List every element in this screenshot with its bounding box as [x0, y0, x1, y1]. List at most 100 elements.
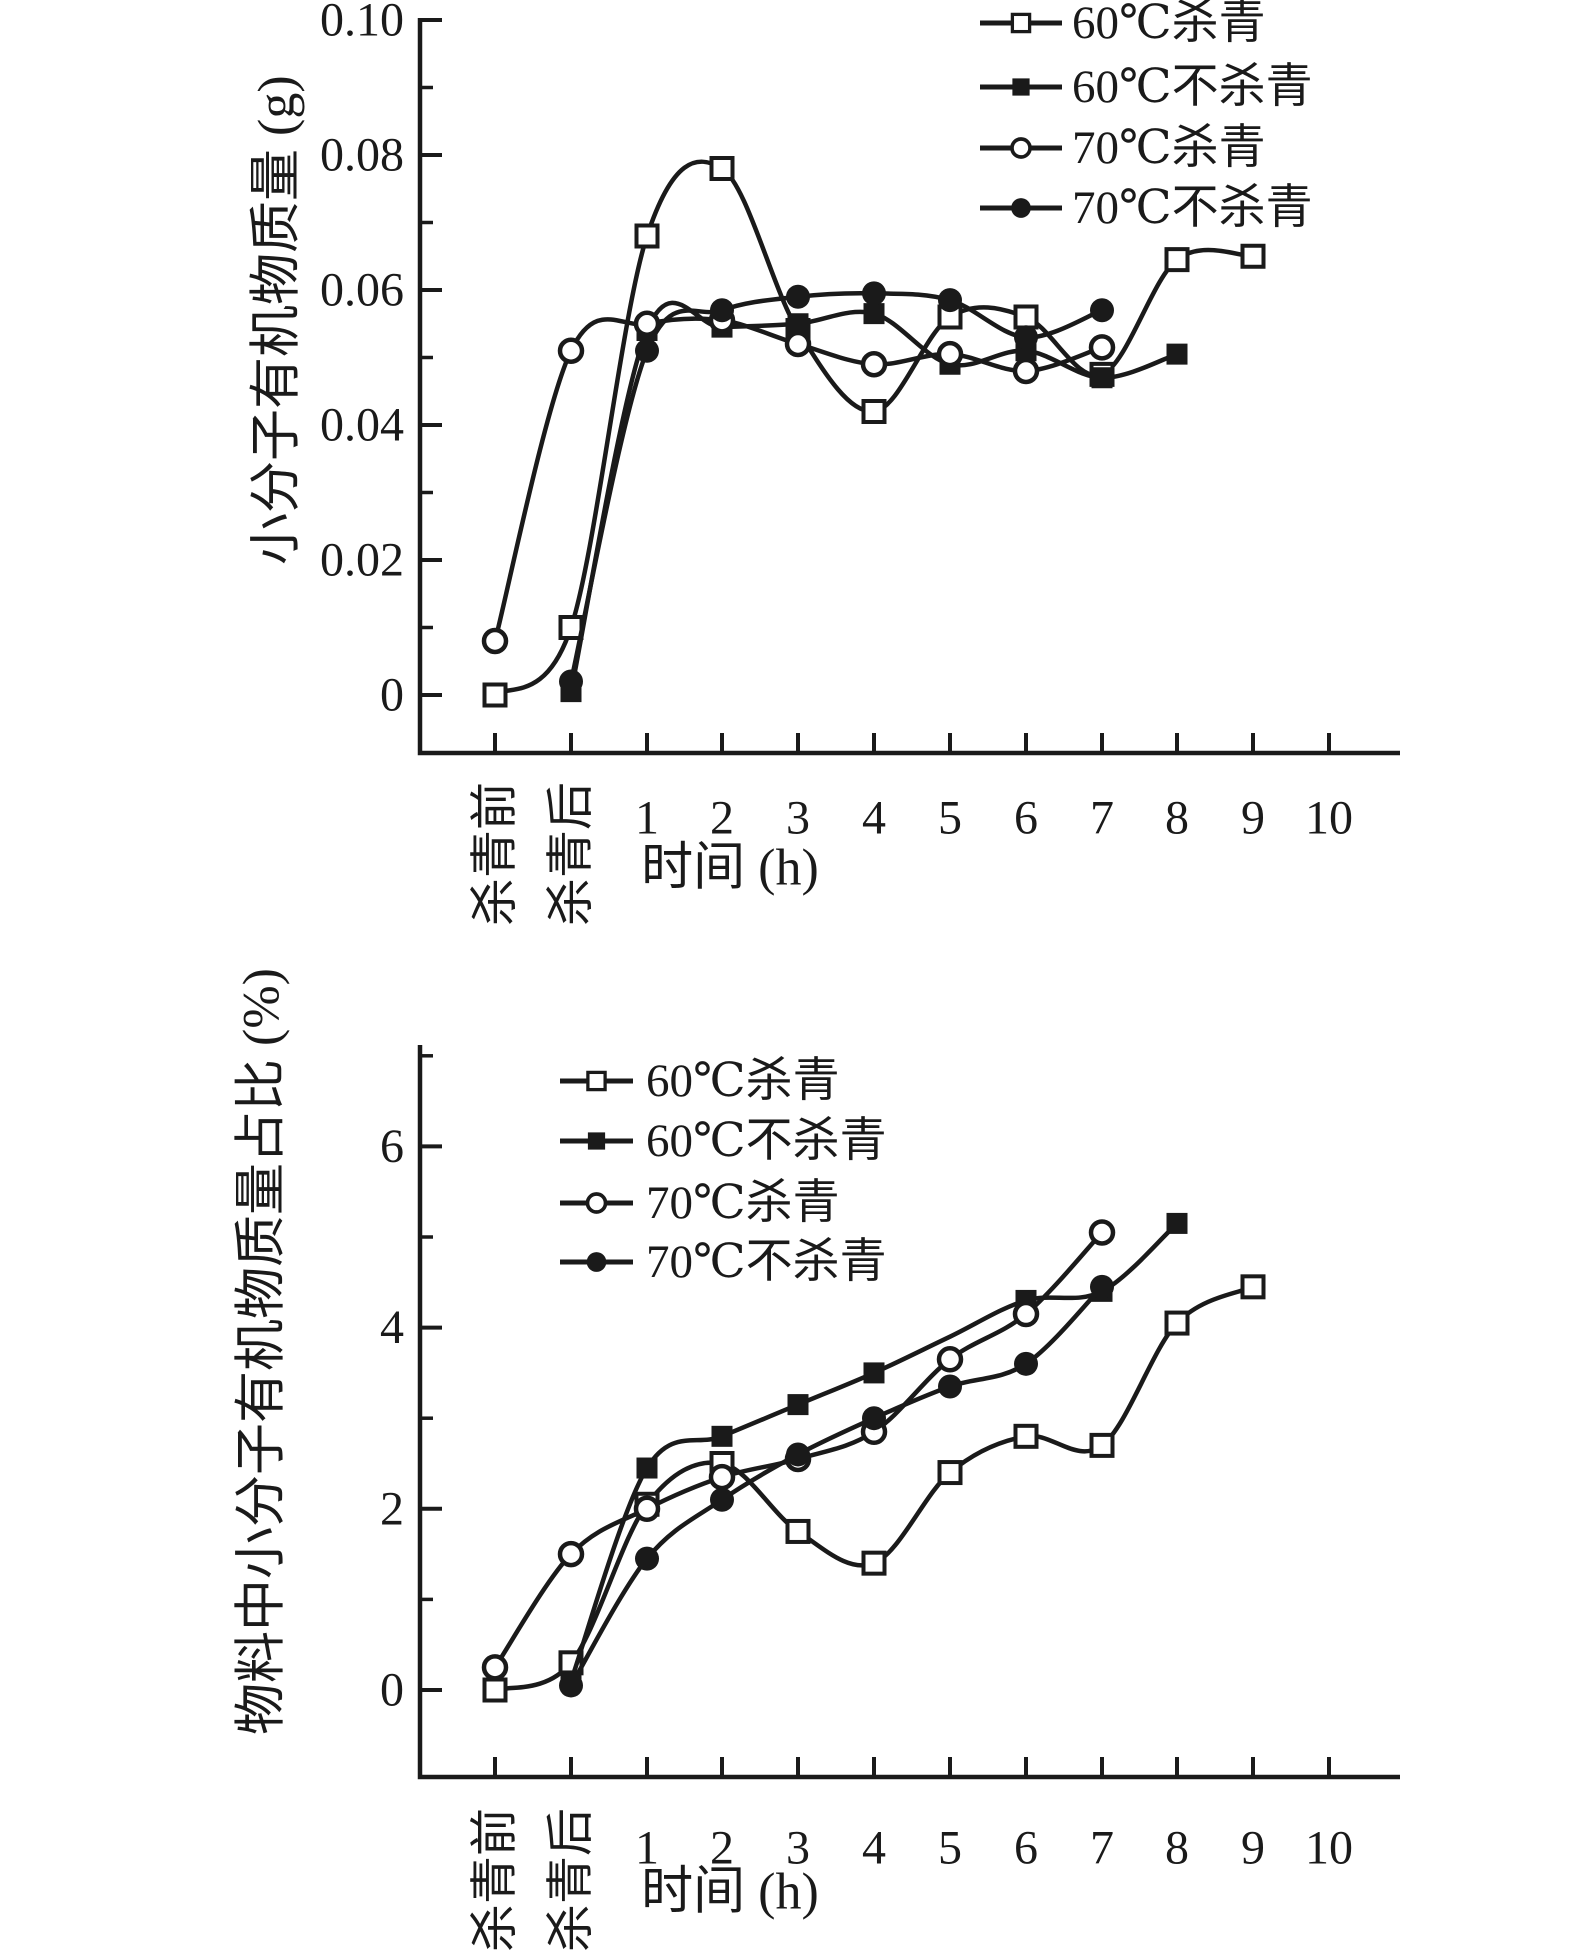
open-circle-marker	[936, 1346, 964, 1373]
legend-label: 70℃杀青	[1072, 122, 1266, 174]
open-square-marker	[1240, 1274, 1266, 1300]
filled-circle-marker	[862, 1406, 886, 1431]
filled-circle-marker	[1090, 298, 1114, 323]
open-circle-marker	[708, 1463, 736, 1491]
x-tick-label: 5	[938, 792, 962, 845]
x-tick-label: 8	[1165, 792, 1189, 845]
axes	[417, 1045, 1400, 1780]
x-axis-title: 时间 (h)	[641, 1864, 819, 1921]
filled-circle-marker	[938, 1374, 962, 1399]
filled-circle-marker	[938, 288, 962, 313]
filled-circle-marker	[1014, 325, 1038, 350]
open-circle-marker	[860, 351, 888, 378]
series-line	[492, 316, 1103, 642]
x-tick-label: 9	[1241, 1822, 1265, 1875]
series-line	[493, 159, 1254, 697]
open-square-marker	[1164, 1310, 1190, 1336]
x-tick-label: 2	[710, 1822, 734, 1875]
y-tick-label: 2	[380, 1482, 404, 1535]
open-square-marker	[1164, 247, 1190, 273]
x-tick-label: 6	[1014, 792, 1038, 845]
filled-circle-marker	[1014, 1351, 1038, 1376]
legend-label: 60℃杀青	[1072, 0, 1266, 49]
x-tick-label-rotated: 杀青前	[469, 1808, 522, 1952]
x-tick-label: 4	[862, 1822, 886, 1875]
x-tick-label: 3	[786, 792, 810, 845]
y-axis-title: 小分子有机物质量 (g)	[249, 75, 306, 565]
open-square-marker	[1013, 304, 1039, 330]
x-tick-label-rotated: 杀青后	[545, 1808, 598, 1952]
open-square-marker	[861, 399, 887, 424]
filled-square-marker	[1166, 1212, 1188, 1234]
series-60℃杀青	[482, 1274, 1266, 1703]
filled-circle-marker	[586, 1252, 607, 1272]
open-circle-marker	[784, 330, 812, 358]
y-tick-label: 0.10	[320, 0, 404, 47]
legend-label: 70℃杀青	[646, 1177, 840, 1229]
open-circle-marker	[557, 1540, 585, 1568]
open-circle-marker	[557, 337, 585, 364]
filled-circle-marker	[862, 281, 886, 306]
x-tick-label-rotated: 杀青前	[469, 782, 522, 926]
x-tick-label: 4	[862, 792, 886, 845]
series-70℃不杀青	[559, 281, 1114, 694]
filled-square-marker	[1166, 343, 1188, 365]
x-tick-label: 10	[1305, 1822, 1353, 1875]
series-70℃不杀青	[559, 1274, 1114, 1698]
filled-circle-marker	[559, 1673, 583, 1698]
y-tick-label: 0.08	[320, 129, 404, 182]
x-axis-title: 时间 (h)	[641, 840, 819, 897]
legend-label: 70℃不杀青	[646, 1236, 887, 1288]
legend-label: 60℃不杀青	[1072, 61, 1313, 113]
x-tick-label: 8	[1165, 1822, 1189, 1875]
axes	[417, 18, 1400, 756]
x-tick-label: 7	[1090, 1822, 1114, 1875]
open-square-marker	[1010, 12, 1032, 34]
x-tick-label: 3	[786, 1822, 810, 1875]
open-circle-marker	[1012, 357, 1040, 385]
filled-circle-marker	[786, 1442, 810, 1467]
filled-circle-marker	[1011, 198, 1031, 218]
open-square-marker	[586, 1070, 607, 1092]
x-tick-label: 1	[635, 1822, 659, 1875]
filled-circle-marker	[786, 284, 810, 309]
y-tick-label: 0.04	[320, 399, 404, 452]
open-square-marker	[558, 615, 584, 640]
y-axis-title: 物料中小分子有机物质量占比 (%)	[234, 968, 291, 1735]
filled-circle-marker	[559, 669, 583, 694]
open-square-marker	[785, 1518, 811, 1544]
open-circle-marker	[1088, 1219, 1116, 1246]
x-tick-label: 6	[1014, 1822, 1038, 1875]
open-square-marker	[1240, 243, 1266, 269]
y-tick-label: 0	[380, 669, 404, 722]
open-square-marker	[634, 223, 660, 249]
x-tick-label: 7	[1090, 792, 1114, 845]
filled-circle-marker	[1090, 1274, 1114, 1299]
y-tick-label: 6	[380, 1120, 404, 1173]
filled-square-marker	[863, 303, 885, 325]
open-circle-marker	[633, 1495, 661, 1523]
legend-label: 70℃不杀青	[1072, 182, 1313, 234]
x-tick-label: 1	[635, 792, 659, 845]
legend: 60℃杀青 60℃不杀青 70℃杀青 70℃不杀青	[980, 0, 1313, 234]
open-circle-marker	[585, 1192, 608, 1214]
open-circle-marker	[1012, 1300, 1040, 1328]
filled-square-marker	[711, 1425, 733, 1447]
filled-circle-marker	[635, 1546, 659, 1571]
y-tick-label: 0	[380, 1664, 404, 1717]
open-circle-marker	[1088, 334, 1116, 361]
open-circle-marker	[633, 310, 661, 337]
open-square-marker	[937, 1460, 963, 1486]
filled-square-marker	[636, 1457, 658, 1479]
y-tick-label: 0.02	[320, 534, 404, 587]
open-square-marker	[482, 682, 508, 708]
legend-label: 60℃杀青	[646, 1055, 840, 1107]
y-tick-label: 4	[380, 1301, 404, 1354]
open-square-marker	[1089, 1432, 1115, 1458]
filled-circle-marker	[635, 338, 659, 363]
x-tick-label: 10	[1305, 792, 1353, 845]
legend: 60℃杀青 60℃不杀青 70℃杀青 70℃不杀青	[560, 1055, 887, 1288]
